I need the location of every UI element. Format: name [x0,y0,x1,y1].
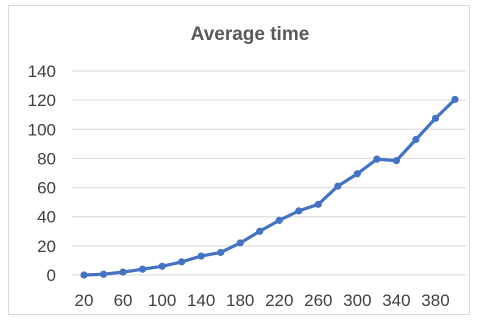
y-tick-label: 60 [37,179,56,198]
data-point [314,200,322,208]
data-point [334,182,342,190]
data-point [275,216,283,224]
x-tick-label: 340 [382,291,410,310]
data-point [138,265,147,273]
x-tick-label: 140 [187,291,215,310]
data-point [431,114,440,122]
y-tick-label: 120 [28,91,56,110]
y-tick-label: 0 [47,266,56,285]
x-tick-label: 100 [148,291,176,310]
x-tick-label: 260 [304,291,332,310]
y-axis-tick-labels: 0 20 40 60 80 100 120 140 [28,62,56,285]
x-axis-tick-labels: 20 60 100 140 180 220 260 300 340 380 [75,291,450,310]
data-point [236,239,244,247]
gridlines [72,70,466,276]
chart-title: Average time [191,24,310,45]
data-point [295,207,303,215]
data-point [217,248,225,257]
data-point [392,157,401,165]
data-point [353,170,361,178]
data-point [373,155,381,163]
data-point [80,271,88,279]
x-tick-label: 20 [75,291,94,310]
x-tick-label: 60 [114,291,133,310]
y-tick-label: 80 [37,149,56,168]
y-tick-label: 100 [28,120,56,139]
y-tick-label: 140 [28,62,56,81]
data-point [412,135,420,144]
y-tick-label: 40 [37,208,56,227]
data-point [158,262,166,270]
data-point [178,258,186,266]
data-point [99,270,108,278]
data-point [451,95,459,104]
x-tick-label: 220 [265,291,293,310]
x-tick-label: 380 [421,291,449,310]
y-tick-label: 20 [37,237,56,256]
data-point [256,227,264,235]
data-point [197,252,205,260]
series-group [80,95,459,279]
data-point [119,268,127,276]
x-tick-label: 300 [343,291,371,310]
x-tick-label: 180 [226,291,254,310]
